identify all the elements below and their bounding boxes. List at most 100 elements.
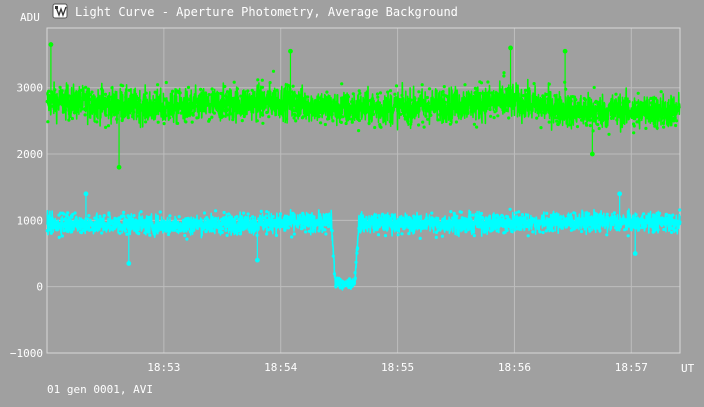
data-point xyxy=(303,220,307,224)
data-point xyxy=(237,217,241,221)
data-point xyxy=(110,222,114,226)
extreme-point xyxy=(48,42,54,47)
data-point xyxy=(294,119,298,123)
data-point xyxy=(327,219,331,223)
data-point xyxy=(632,122,636,126)
data-point xyxy=(328,224,332,228)
data-point xyxy=(521,225,525,229)
data-point xyxy=(476,100,480,104)
data-point xyxy=(275,88,279,92)
data-point xyxy=(398,224,402,228)
data-point xyxy=(100,231,104,235)
data-point xyxy=(292,116,296,120)
data-point xyxy=(399,98,403,102)
data-point xyxy=(515,96,519,100)
extreme-point xyxy=(617,191,623,197)
data-point xyxy=(461,216,465,220)
data-point xyxy=(661,121,666,125)
data-point xyxy=(215,104,219,109)
data-point xyxy=(498,92,502,96)
data-point xyxy=(304,230,308,234)
data-point xyxy=(671,213,675,217)
data-point xyxy=(412,214,416,218)
data-point xyxy=(117,216,121,220)
data-point xyxy=(131,217,135,221)
data-point xyxy=(609,218,613,222)
data-point xyxy=(302,102,306,107)
data-point xyxy=(415,222,419,227)
data-point xyxy=(400,232,404,236)
data-point xyxy=(188,98,192,102)
data-point xyxy=(417,123,421,127)
data-point xyxy=(254,105,258,109)
data-point xyxy=(460,224,464,228)
data-point xyxy=(375,92,380,96)
data-point xyxy=(91,95,95,99)
data-point xyxy=(179,100,183,104)
data-point xyxy=(643,219,647,223)
data-point xyxy=(409,223,413,227)
data-point xyxy=(164,114,168,118)
data-point xyxy=(162,227,166,231)
data-point xyxy=(615,228,619,232)
data-point xyxy=(188,230,192,234)
data-point xyxy=(300,104,304,109)
data-point xyxy=(390,224,394,228)
data-point xyxy=(242,104,246,108)
series-1 xyxy=(45,42,681,170)
data-point xyxy=(373,213,377,218)
data-point xyxy=(70,116,74,121)
data-point xyxy=(340,96,344,100)
data-point xyxy=(292,112,297,116)
data-point xyxy=(198,97,202,101)
data-point xyxy=(487,222,491,226)
data-point xyxy=(254,226,258,230)
data-point xyxy=(81,228,85,232)
data-point xyxy=(277,101,281,105)
data-point xyxy=(469,94,473,98)
data-point xyxy=(328,105,332,109)
data-point xyxy=(158,104,162,108)
x-tick-label: 18:53 xyxy=(147,361,180,374)
data-point xyxy=(508,207,512,211)
data-point xyxy=(443,100,447,104)
data-point xyxy=(67,219,71,223)
data-point xyxy=(597,224,601,228)
data-series xyxy=(45,42,682,291)
data-point xyxy=(638,115,643,119)
data-point xyxy=(88,222,92,226)
data-point xyxy=(614,92,618,96)
data-point xyxy=(62,102,67,106)
data-point xyxy=(156,223,160,227)
data-point xyxy=(424,114,428,118)
data-point xyxy=(98,214,102,218)
data-point xyxy=(559,219,563,223)
data-point xyxy=(442,85,446,89)
data-point xyxy=(623,228,627,232)
data-point xyxy=(367,121,371,125)
data-point xyxy=(408,107,412,111)
data-point xyxy=(59,211,63,215)
data-point xyxy=(644,126,648,130)
data-point xyxy=(367,224,371,229)
data-point xyxy=(94,106,98,110)
data-point xyxy=(109,103,113,107)
data-point xyxy=(122,210,126,214)
data-point xyxy=(334,284,338,288)
data-point xyxy=(67,118,71,122)
data-point xyxy=(553,94,557,98)
data-point xyxy=(104,228,108,232)
data-point xyxy=(291,84,295,88)
data-point xyxy=(581,222,586,227)
data-point xyxy=(652,229,656,233)
data-point xyxy=(139,210,143,214)
data-point xyxy=(176,121,180,125)
data-point xyxy=(177,215,181,219)
data-point xyxy=(152,226,156,230)
data-point xyxy=(256,78,260,82)
data-point xyxy=(148,221,152,225)
data-point xyxy=(427,105,432,109)
data-point xyxy=(525,104,529,108)
data-point xyxy=(562,223,566,227)
data-point xyxy=(242,114,246,119)
